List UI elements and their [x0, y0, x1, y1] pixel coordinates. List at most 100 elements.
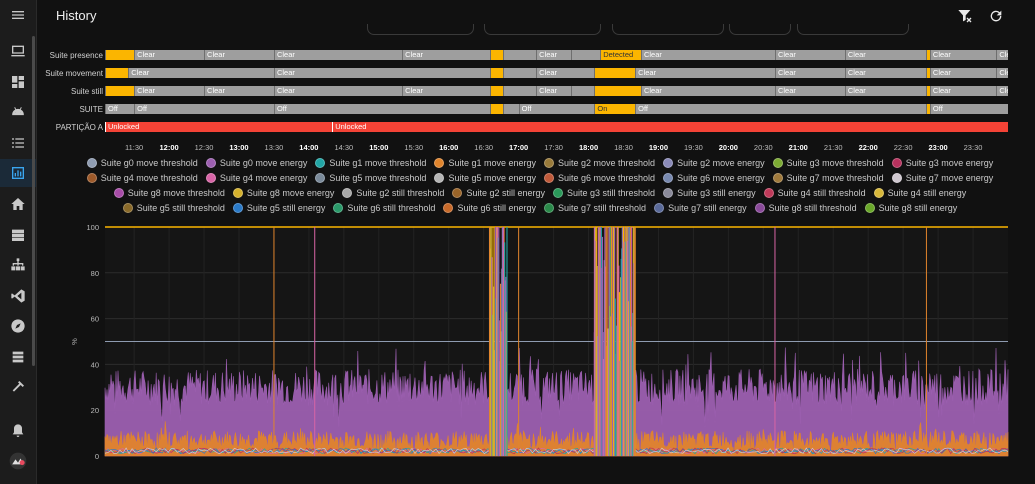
timeline-segment[interactable]: Off	[929, 104, 1008, 114]
legend-item[interactable]: Suite g8 still energy	[864, 203, 957, 213]
legend-item[interactable]: Suite g8 move threshold	[113, 188, 225, 198]
timeline-segment[interactable]	[926, 50, 930, 60]
compass-icon[interactable]	[0, 312, 36, 340]
timeline-segment[interactable]	[503, 68, 536, 78]
refresh-icon[interactable]	[987, 7, 1005, 25]
timeline-segment[interactable]: Clear	[402, 86, 489, 96]
timeline-segment[interactable]: Clear	[844, 50, 927, 60]
timeline-segment[interactable]: Clear	[640, 86, 775, 96]
timeline-segment[interactable]	[594, 86, 641, 96]
timeline-segment[interactable]	[489, 68, 504, 78]
target-picker[interactable]	[797, 24, 909, 35]
legend-item[interactable]: Suite g3 move energy	[891, 158, 993, 168]
sitemap-icon[interactable]	[0, 251, 36, 279]
list-icon[interactable]	[0, 129, 36, 157]
dashboard-icon[interactable]	[0, 68, 36, 96]
timeline-segment[interactable]	[503, 104, 518, 114]
legend-item[interactable]: Suite g2 move threshold	[544, 158, 655, 168]
legend-item[interactable]: Suite g4 still threshold	[763, 188, 866, 198]
timeline-segment[interactable]	[489, 86, 504, 96]
timeline-segment[interactable]	[926, 68, 930, 78]
legend-item[interactable]: Suite g7 move energy	[891, 173, 993, 183]
timeline-segment[interactable]: Unlocked	[105, 122, 333, 132]
timeline-bar[interactable]: Off Off Off Off On Off Off	[105, 104, 1008, 114]
sidebar-scrollbar[interactable]	[32, 36, 35, 366]
legend-item[interactable]: Suite g4 still energy	[873, 188, 966, 198]
timeline-segment[interactable]: Detected	[600, 50, 641, 60]
legend-item[interactable]: Suite g5 move energy	[434, 173, 536, 183]
timeline-segment[interactable]: Clear	[134, 86, 204, 96]
timeline-segment[interactable]: Clear	[844, 68, 927, 78]
legend-item[interactable]: Suite g7 still energy	[654, 203, 747, 213]
timeline-segment[interactable]: On	[594, 104, 636, 114]
filter-remove-icon[interactable]	[956, 7, 974, 25]
timeline-segment[interactable]: Clear	[929, 50, 996, 60]
timeline-segment[interactable]: Off	[105, 104, 134, 114]
timeline-segment[interactable]: Unlocked	[332, 122, 1008, 132]
vscode-icon[interactable]	[0, 282, 36, 310]
legend-item[interactable]: Suite g8 move energy	[232, 188, 334, 198]
legend-item[interactable]: Suite g6 move threshold	[544, 173, 655, 183]
legend-item[interactable]: Suite g3 still energy	[663, 188, 756, 198]
timeline-segment[interactable]: Clear	[273, 86, 402, 96]
timeline-segment[interactable]	[503, 50, 536, 60]
bell-icon[interactable]	[0, 417, 36, 445]
date-range-picker[interactable]	[729, 24, 791, 35]
legend-item[interactable]: Suite g3 still threshold	[553, 188, 655, 198]
legend-item[interactable]: Suite g7 still threshold	[544, 203, 646, 213]
legend-item[interactable]: Suite g6 still threshold	[333, 203, 435, 213]
timeline-segment[interactable]: Clear	[128, 68, 274, 78]
timeline-segment[interactable]: Clear	[402, 50, 489, 60]
timeline-segment[interactable]	[489, 50, 504, 60]
history-chart-icon[interactable]	[0, 159, 36, 187]
legend-item[interactable]: Suite g5 move threshold	[315, 173, 426, 183]
timeline-segment[interactable]	[105, 50, 135, 60]
legend-item[interactable]: Suite g6 still energy	[443, 203, 536, 213]
legend-item[interactable]: Suite g4 move threshold	[86, 173, 198, 183]
timeline-segment[interactable]	[489, 104, 504, 114]
timeline-segment[interactable]: Off	[518, 104, 595, 114]
timeline-segment[interactable]: Clear	[134, 50, 204, 60]
timeline-segment[interactable]: Clear	[273, 50, 402, 60]
android-icon[interactable]	[0, 98, 36, 126]
timeline-segment[interactable]: Clear	[273, 68, 490, 78]
legend-item[interactable]: Suite g4 move energy	[205, 173, 307, 183]
timeline-segment[interactable]	[926, 104, 930, 114]
timeline-segment[interactable]: Clear	[996, 68, 1008, 78]
timeline-bar[interactable]: Clear Clear Clear Clear Clear Detected Clear Cl…	[105, 50, 1008, 60]
timeline-bar[interactable]: Unlocked Unlocked	[105, 122, 1008, 132]
timeline-segment[interactable]	[503, 86, 536, 96]
start-date-picker[interactable]	[484, 24, 601, 35]
timeline-segment[interactable]: Off	[635, 104, 926, 114]
legend-item[interactable]: Suite g1 move threshold	[315, 158, 426, 168]
legend-item[interactable]: Suite g2 still energy	[452, 188, 545, 198]
menu-icon[interactable]	[0, 1, 36, 29]
timeline-segment[interactable]	[571, 50, 600, 60]
legend-item[interactable]: Suite g8 still threshold	[754, 203, 857, 213]
timeline-segment[interactable]: Clear	[929, 86, 996, 96]
legend-item[interactable]: Suite g6 move energy	[663, 173, 765, 183]
timeline-segment[interactable]: Clear	[774, 50, 845, 60]
database-icon[interactable]	[0, 343, 36, 371]
legend-item[interactable]: Suite g0 move threshold	[86, 158, 198, 168]
legend-item[interactable]: Suite g5 still threshold	[122, 203, 225, 213]
timeline-segment[interactable]	[105, 68, 129, 78]
legend-item[interactable]: Suite g5 still energy	[232, 203, 325, 213]
timeline-segment[interactable]: Clear	[204, 86, 274, 96]
legend-item[interactable]: Suite g3 move threshold	[772, 158, 884, 168]
avatar[interactable]	[0, 447, 36, 475]
timeline-segment[interactable]: Clear	[996, 50, 1008, 60]
legend-item[interactable]: Suite g2 move energy	[663, 158, 765, 168]
entity-picker[interactable]	[367, 24, 474, 35]
legend-item[interactable]: Suite g0 move energy	[205, 158, 307, 168]
server-icon[interactable]	[0, 221, 36, 249]
end-date-picker[interactable]	[612, 24, 724, 35]
legend-item[interactable]: Suite g1 move energy	[434, 158, 536, 168]
timeline-segment[interactable]: Clear	[536, 50, 571, 60]
timeline-segment[interactable]	[926, 86, 930, 96]
timeline-segment[interactable]	[571, 86, 594, 96]
timeline-segment[interactable]: Clear	[536, 86, 571, 96]
timeline-segment[interactable]: Clear	[536, 68, 594, 78]
legend-item[interactable]: Suite g7 move threshold	[772, 173, 884, 183]
